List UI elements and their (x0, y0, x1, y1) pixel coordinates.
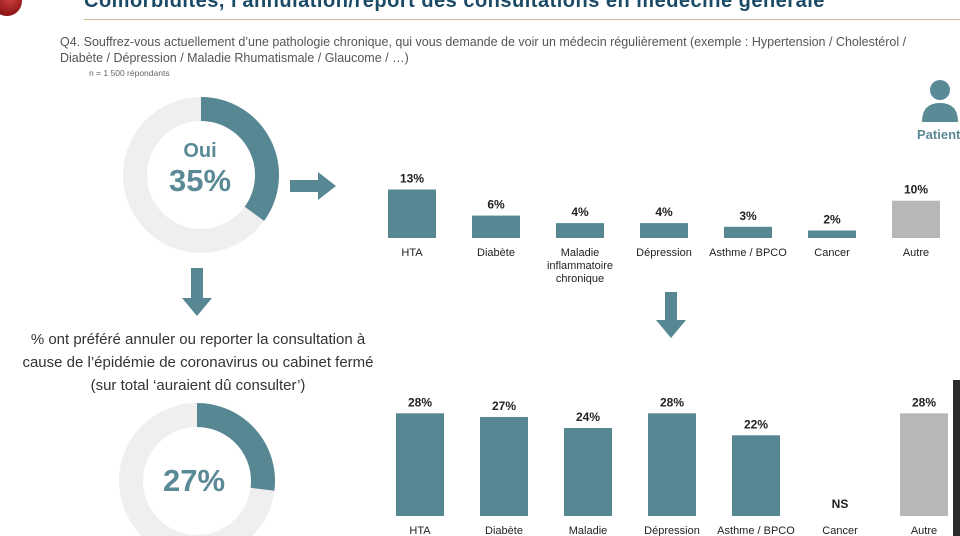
chart2-category-label: Cancer (822, 525, 858, 536)
chart2-bar (480, 417, 528, 516)
chart2-category-label: HTA (409, 525, 431, 536)
donut-top (123, 97, 279, 253)
chart2-value-label: 28% (912, 395, 936, 409)
chart2-value-label: 28% (660, 395, 684, 409)
chart2-bar (732, 435, 780, 516)
header-divider (84, 19, 960, 20)
respondents-count: n = 1 500 répondants (89, 68, 170, 78)
donut-bottom-value: 27% (162, 463, 226, 498)
chart2-category-label: Maladie (569, 525, 608, 536)
chart1-category-label: inflammatoire (547, 260, 613, 272)
arrow-down-icon (182, 268, 212, 316)
chart1-category-label: chronique (556, 273, 604, 285)
chart1-category-label: Dépression (636, 247, 692, 259)
screen-edge (953, 380, 960, 536)
chart1-value-label: 6% (487, 198, 505, 212)
chart1-bar (724, 226, 772, 238)
page-title: Comorbidités, l'annulation/report des co… (84, 0, 825, 12)
chart1-bar (388, 189, 436, 238)
question-line-2: Diabète / Dépression / Maladie Rhumatism… (60, 51, 409, 65)
chart1-category-label: Cancer (814, 247, 850, 259)
chart1-category-label: Maladie (561, 247, 600, 259)
patient-label: Patients (917, 127, 960, 142)
chart1-category-label: HTA (401, 247, 423, 259)
arrow-down-icon (656, 292, 686, 338)
chart1-bar (808, 230, 856, 238)
description-line-2: cause de l’épidémie de coronavirus ou ca… (22, 354, 374, 371)
arrow-right-icon (290, 172, 336, 200)
donut-top-label: Oui (183, 140, 217, 162)
chart2-bar (564, 428, 612, 516)
logo (0, 0, 22, 16)
chart1-bar (640, 223, 688, 238)
chart2-category-label: Diabète (485, 525, 523, 536)
description-line-3: (sur total ‘auraient dû consulter’) (90, 377, 306, 394)
chart1-category-label: Autre (903, 247, 929, 259)
donut-bottom-arc (196, 403, 275, 491)
chart2-value-label: 24% (576, 410, 600, 424)
chart2-category-label: Asthme / BPCO (717, 525, 795, 536)
chart1-bar (892, 200, 940, 238)
chart1-value-label: 3% (739, 209, 757, 223)
donut-top-arc (200, 97, 279, 221)
person-icon (922, 80, 958, 122)
chart1-category-label: Diabète (477, 247, 515, 259)
donut-top-value: 35% (168, 163, 232, 198)
chart1-value-label: 2% (823, 213, 841, 227)
chart1-value-label: 4% (655, 205, 673, 219)
chart1-category-label: Asthme / BPCO (709, 247, 787, 259)
chart1-bar (556, 223, 604, 238)
chart2-bar (648, 413, 696, 516)
chart1-value-label: 10% (904, 183, 928, 197)
chart2-value-label: 28% (408, 395, 432, 409)
chart2-value-label: 22% (744, 417, 768, 431)
chart2-bar (396, 413, 444, 516)
chart1-bar (472, 215, 520, 238)
annulation-description: % ont préféré annuler ou reporter la con… (8, 328, 388, 397)
chart1-value-label: 13% (400, 172, 424, 186)
donut-bottom (119, 403, 275, 536)
top-header: Comorbidités, l'annulation/report des co… (0, 0, 960, 20)
chart1-value-label: 4% (571, 205, 589, 219)
chart2-bar (900, 413, 948, 516)
chart2-value-label: NS (832, 497, 849, 511)
question-line-1: Q4. Souffrez-vous actuellement d’une pat… (60, 35, 907, 49)
chart2-category-label: Dépression (644, 525, 700, 536)
question-text: Q4. Souffrez-vous actuellement d’une pat… (60, 34, 960, 66)
chart2-value-label: 27% (492, 399, 516, 413)
chart2-category-label: Autre (911, 525, 937, 536)
description-line-1: % ont préféré annuler ou reporter la con… (30, 331, 366, 348)
